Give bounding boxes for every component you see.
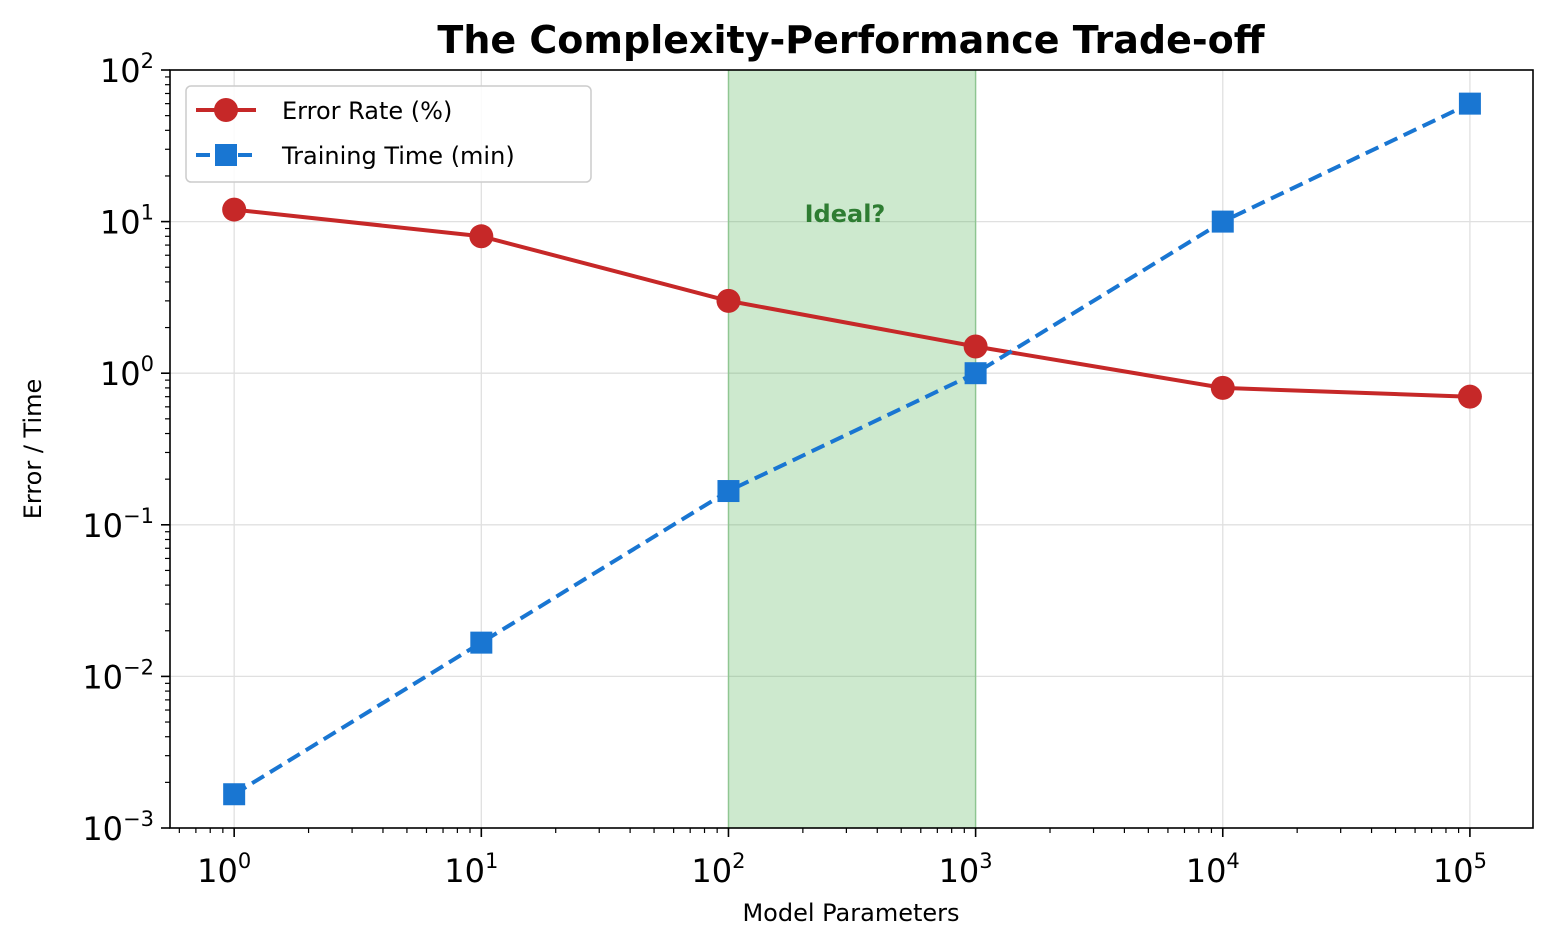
series-1-point [963, 334, 988, 359]
x-tick-label: 104 [1186, 849, 1240, 890]
legend-marker-1 [214, 98, 238, 122]
x-axis-label: Model Parameters [742, 899, 959, 927]
series-layer [222, 92, 1482, 806]
series-1-point [1210, 375, 1235, 400]
y-tick-label: 101 [100, 201, 154, 242]
y-tick-label: 10−2 [82, 655, 154, 696]
series-line-1 [233, 207, 1470, 399]
series-2-point [1211, 210, 1234, 233]
series-2-point [964, 362, 987, 385]
x-tick-label: 101 [444, 849, 498, 890]
y-tick-label: 10−1 [82, 504, 154, 545]
x-tick-label: 103 [939, 849, 993, 890]
ideal-region-fill [728, 70, 976, 828]
ideal-region [727, 70, 977, 828]
y-tick-label: 102 [100, 49, 154, 90]
axes [169, 69, 1534, 829]
y-tick-label: 10−3 [82, 807, 154, 848]
legend-marker-2 [215, 144, 237, 166]
series-1-point [1457, 384, 1482, 409]
x-tick-label: 100 [197, 849, 251, 890]
chart-title: The Complexity-Performance Trade-off [437, 18, 1265, 62]
legend-label-1: Error Rate (%) [282, 97, 452, 125]
series-1-point [469, 224, 494, 249]
plot-area [170, 70, 1533, 828]
legend-label-2: Training Time (min) [281, 142, 515, 170]
plot-background [170, 70, 1533, 828]
tick-layer: 100 101 102 103 104 105 10−3 10−2 10−1 100 101 102 [82, 49, 1487, 890]
ideal-annotation: Ideal? [805, 200, 886, 228]
legend-box [185, 85, 592, 183]
series-2-point [717, 480, 740, 503]
x-tick-label: 105 [1433, 849, 1487, 890]
series-1-point [222, 197, 247, 222]
x-tick-label: 102 [691, 849, 745, 890]
series-line-2 [233, 101, 1471, 796]
series-2-point [223, 783, 246, 806]
series-2-point [1458, 92, 1481, 115]
y-tick-label: 100 [100, 352, 154, 393]
axes-frame [169, 69, 1534, 829]
series-1-point [716, 288, 741, 313]
series-2-point [470, 631, 493, 654]
legend: Error Rate (%) Training Time (min) [185, 85, 592, 183]
y-axis-label: Error / Time [19, 379, 47, 520]
